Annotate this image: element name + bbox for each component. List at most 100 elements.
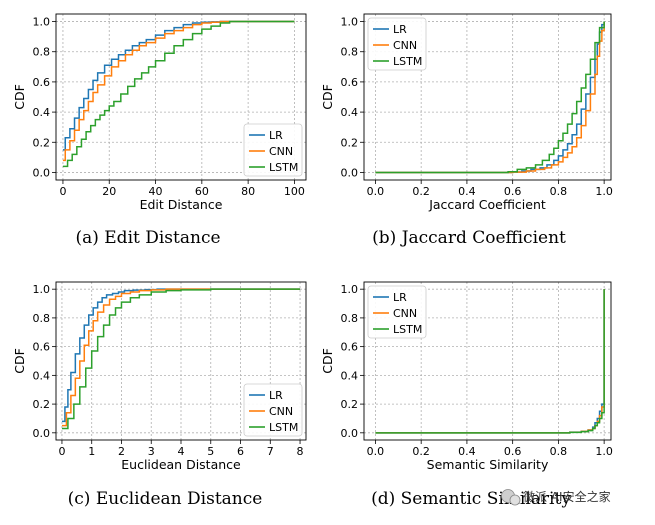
legend-label-lstm: LSTM [393,55,422,68]
x-tick-label: 0 [59,185,66,198]
y-tick-label: 0.0 [341,427,359,440]
series-lstm-line [62,20,295,168]
plot-frame [363,13,612,181]
x-tick-label: 4 [178,445,185,458]
y-tick-label: 1.0 [33,16,51,29]
x-tick-label: 0 [58,445,65,458]
x-tick-label: 80 [241,185,255,198]
y-axis-label: CDF [320,348,335,374]
y-axis-label: CDF [12,84,27,110]
x-tick-label: 40 [149,185,163,198]
x-axis-label: Jaccard Coefficient [428,197,546,212]
y-axis-label: CDF [320,84,335,110]
x-tick-label: 0.4 [458,185,476,198]
panel-caption: (b) Jaccard Coefficient [372,228,566,248]
x-tick-label: 7 [267,445,274,458]
y-tick-label: 0.2 [341,398,359,411]
x-tick-label: 0.8 [550,445,568,458]
legend-box [367,17,427,71]
legend-box [243,123,303,177]
y-tick-label: 0.4 [341,106,359,119]
x-axis-label: Edit Distance [140,197,223,212]
panel-d: 0.0 0.2 0.4 0.6 0.8 1.0 0.0 0.2 0.4 0.6 0.8 1.0 Sema… [320,281,613,509]
panel-a: 0 20 40 60 80 100 0.0 0.2 0.4 0.6 0.8 1.0 Edit Dista… [12,13,307,248]
y-tick-label: 0.6 [33,341,51,354]
y-tick-label: 0.2 [33,398,51,411]
y-tick-label: 1.0 [341,16,359,29]
y-tick-label: 0.8 [341,46,359,59]
y-tick-label: 0.8 [33,46,51,59]
x-tick-label: 0.2 [412,445,430,458]
panel-b: 0.0 0.2 0.4 0.6 0.8 1.0 0.0 0.2 0.4 0.6 0.8 1.0 Jacc… [320,13,613,248]
legend-label-cnn: CNN [393,307,417,320]
legend-box [243,383,303,437]
series-lr-line [61,288,301,423]
y-tick-label: 0.0 [33,166,51,179]
y-tick-label: 0.6 [33,76,51,89]
x-tick-label: 20 [102,185,116,198]
x-tick-label: 3 [148,445,155,458]
watermark: 微派 AI安全之家 [501,489,611,506]
y-tick-label: 0.0 [33,427,51,440]
series-lr-line [375,21,605,174]
panel-caption: (d) Semantic Similarity [371,489,571,509]
x-tick-label: 0.0 [367,185,385,198]
y-tick-label: 0.4 [341,369,359,382]
y-tick-label: 0.4 [33,369,51,382]
plot-frame [55,13,307,181]
series-cnn-line [62,20,295,162]
x-axis-label: Semantic Similarity [427,457,549,472]
y-tick-label: 1.0 [341,283,359,296]
x-tick-label: 100 [284,185,305,198]
y-axis-label: CDF [12,348,27,374]
x-tick-label: 2 [118,445,125,458]
series-cnn-line [375,21,605,174]
legend: LR CNN LSTM [243,383,303,437]
legend-label-lr: LR [393,291,407,304]
plot-frame [363,281,612,441]
series-lstm-line [61,288,301,430]
legend-label-lr: LR [269,389,283,402]
y-tick-label: 0.8 [33,312,51,325]
x-tick-label: 60 [195,185,209,198]
legend-label-lstm: LSTM [393,323,422,336]
legend-label-cnn: CNN [393,39,417,52]
y-tick-label: 0.4 [33,106,51,119]
x-tick-label: 1.0 [595,445,613,458]
y-tick-label: 0.0 [341,166,359,179]
legend-label-lstm: LSTM [269,161,298,174]
legend: LR CNN LSTM [243,123,303,177]
y-tick-label: 0.2 [341,136,359,149]
x-tick-label: 5 [207,445,214,458]
x-tick-label: 0.6 [504,445,522,458]
legend: LR CNN LSTM [367,17,427,71]
x-tick-label: 8 [297,445,304,458]
legend: LR CNN LSTM [367,285,427,339]
y-tick-label: 1.0 [33,283,51,296]
x-axis-label: Euclidean Distance [121,457,241,472]
x-tick-label: 1.0 [595,185,613,198]
x-tick-label: 0.4 [458,445,476,458]
y-tick-label: 0.8 [341,312,359,325]
x-tick-label: 0.2 [412,185,430,198]
legend-label-lr: LR [393,23,407,36]
legend-label-lr: LR [269,129,283,142]
x-tick-label: 0.0 [367,445,385,458]
y-tick-label: 0.2 [33,136,51,149]
panel-caption: (a) Edit Distance [75,228,220,248]
panel-caption: (c) Euclidean Distance [68,489,263,509]
x-tick-label: 0.8 [550,185,568,198]
y-tick-label: 0.6 [341,341,359,354]
x-tick-label: 0.6 [504,185,522,198]
series-cnn-line [61,288,301,427]
legend-label-lstm: LSTM [269,421,298,434]
y-tick-label: 0.6 [341,76,359,89]
series-lstm-line [375,21,605,174]
x-tick-label: 1 [88,445,95,458]
watermark-text: 微派 AI安全之家 [523,489,611,504]
series-lstm-line [375,289,605,434]
wechat-icon [501,489,521,506]
panel-c: 0 1 2 3 4 5 6 7 8 0.0 0.2 0.4 0.6 0.8 1.0 Euclidean Dis… [12,281,307,509]
